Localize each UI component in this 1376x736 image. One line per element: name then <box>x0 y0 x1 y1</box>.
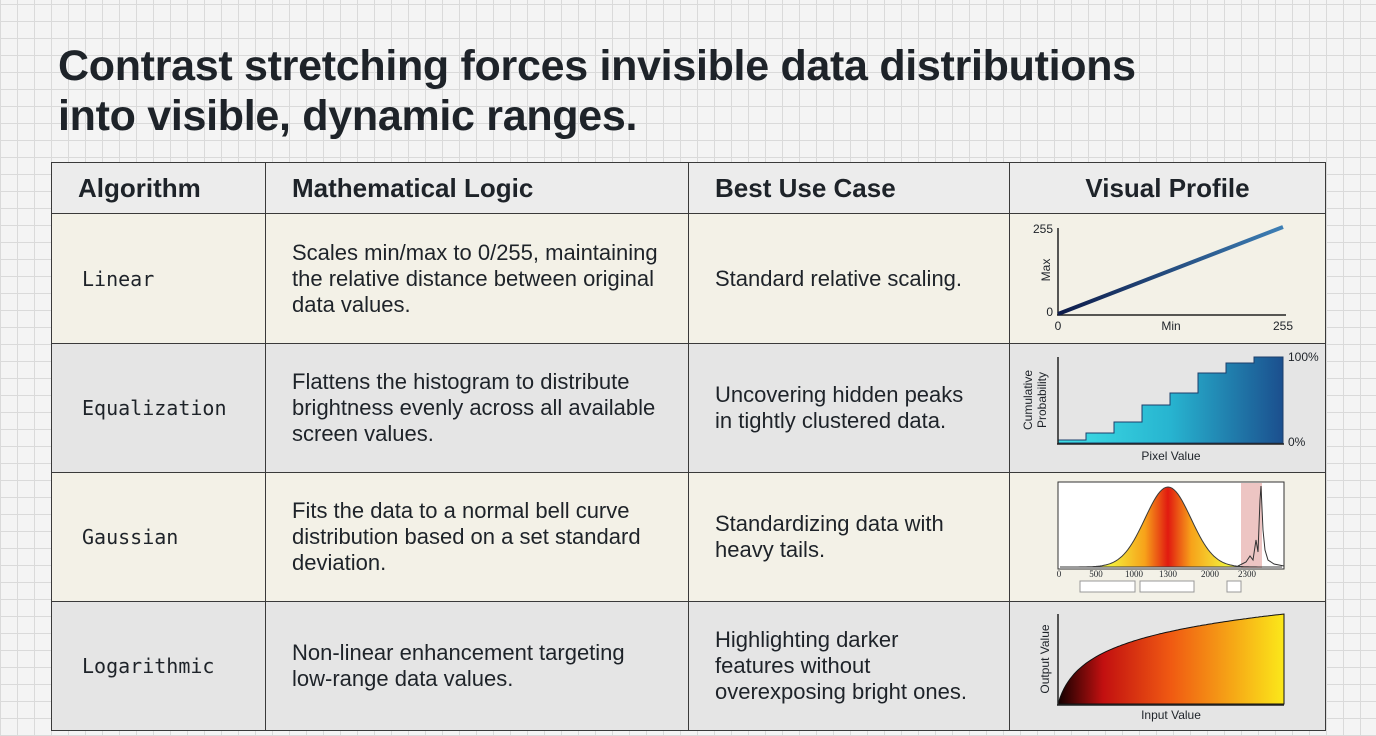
linear-profile <box>1057 225 1286 316</box>
profile-label: Max <box>1039 259 1053 282</box>
title: into visible, dynamic ranges. <box>58 92 638 140</box>
profile-label: Min <box>1161 319 1180 333</box>
profile-label: Cumulative <box>1021 370 1035 430</box>
table-cell: Gaussian <box>51 472 266 602</box>
profile-label: Pixel Value <box>1141 449 1200 463</box>
profile-label: 2000 <box>1201 569 1220 579</box>
table-cell: Standard relative scaling. <box>688 213 1010 344</box>
table-cell: Logarithmic <box>51 601 266 731</box>
profile-label: Input Value <box>1141 708 1201 722</box>
title: Contrast stretching forces invisible dat… <box>58 42 1136 90</box>
table-cell: Standardizing data with heavy tails. <box>688 472 1010 602</box>
profile-label: 1000 <box>1125 569 1144 579</box>
table-cell: Fits the data to a normal bell curve dis… <box>265 472 689 602</box>
header-cell: Algorithm <box>51 162 266 214</box>
profile-label: 255 <box>1033 222 1053 236</box>
table-cell <box>1009 213 1326 344</box>
profile-label: 0% <box>1288 435 1306 449</box>
profile-label: 0 <box>1055 319 1062 333</box>
table-cell: Scales min/max to 0/255, maintaining the… <box>265 213 689 344</box>
logarithmic-profile <box>1057 613 1285 706</box>
table-cell: Non-linear enhancement targeting low-ran… <box>265 601 689 731</box>
profile-label: 0 <box>1057 569 1062 579</box>
profile-label: Output Value <box>1038 624 1052 693</box>
profile-label: Probability <box>1035 372 1049 428</box>
table-cell: Flattens the histogram to distribute bri… <box>265 343 689 473</box>
equalization-profile <box>1057 356 1284 445</box>
profile-label: 2300 <box>1238 569 1257 579</box>
table-cell: Uncovering hidden peaks in tightly clust… <box>688 343 1010 473</box>
header-cell: Visual Profile <box>1009 162 1326 214</box>
gaussian-profile <box>1057 481 1285 593</box>
header-cell: Mathematical Logic <box>265 162 689 214</box>
profile-label: 100% <box>1288 350 1319 364</box>
profile-label: 255 <box>1273 319 1293 333</box>
profile-label: 0 <box>1046 305 1053 319</box>
profile-label: 500 <box>1089 569 1103 579</box>
profile-label: 1300 <box>1159 569 1178 579</box>
table-cell: Highlighting darker features without ove… <box>688 601 1010 731</box>
table-cell: Equalization <box>51 343 266 473</box>
